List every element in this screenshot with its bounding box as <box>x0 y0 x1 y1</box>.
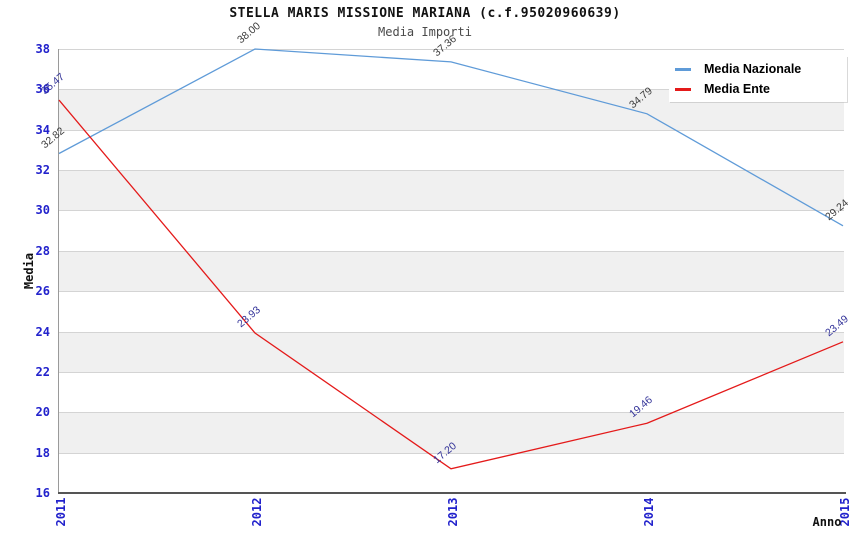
y-tick-label: 20 <box>35 405 50 420</box>
y-axis-title: Media <box>22 252 36 290</box>
gridline <box>58 291 844 292</box>
y-tick-label: 38 <box>35 42 50 56</box>
background-band <box>58 331 844 372</box>
x-tick-label: 2011 <box>54 497 68 527</box>
legend-label: Media Ente <box>704 81 770 96</box>
gridline <box>58 130 844 131</box>
gridline <box>58 372 844 373</box>
y-tick-label: 32 <box>35 163 50 178</box>
y-tick-label: 30 <box>35 203 50 218</box>
legend-line-swatch <box>675 67 691 71</box>
background-band <box>58 291 844 332</box>
background-band <box>58 452 844 493</box>
chart-subtitle: Media Importi <box>378 25 472 39</box>
x-tick-label: 2013 <box>446 497 460 527</box>
legend-line-swatch <box>675 87 691 91</box>
legend-item: Media Nazionale <box>675 62 847 77</box>
gridline <box>58 210 844 211</box>
chart-title: STELLA MARIS MISSIONE MARIANA (c.f.95020… <box>229 6 621 21</box>
background-band <box>58 250 844 292</box>
background-band <box>58 371 844 413</box>
x-tick-label: 2012 <box>250 497 264 527</box>
gridline <box>58 332 844 333</box>
gridline <box>58 251 844 252</box>
gridline <box>58 170 844 171</box>
background-band <box>58 170 844 211</box>
y-tick-label: 36 <box>35 82 50 97</box>
gridline <box>58 412 844 413</box>
y-tick-label: 28 <box>35 243 50 258</box>
x-axis-line <box>58 492 846 494</box>
x-tick-label: 2014 <box>642 497 656 527</box>
y-tick-label: 18 <box>35 445 50 460</box>
legend-label: Media Nazionale <box>704 61 802 76</box>
y-tick-label: 22 <box>35 364 50 379</box>
y-tick-label: 24 <box>35 324 50 339</box>
x-axis-title: Anno <box>812 515 842 529</box>
y-tick-label: 26 <box>35 284 50 299</box>
legend-item: Media Ente <box>675 82 847 97</box>
background-band <box>58 210 844 251</box>
legend: Media Nazionale Media Ente <box>669 56 847 102</box>
background-band <box>58 129 844 171</box>
gridline <box>58 49 844 50</box>
y-axis-line <box>58 49 59 493</box>
y-tick-label: 16 <box>35 486 50 500</box>
y-tick-label: 34 <box>35 122 50 137</box>
